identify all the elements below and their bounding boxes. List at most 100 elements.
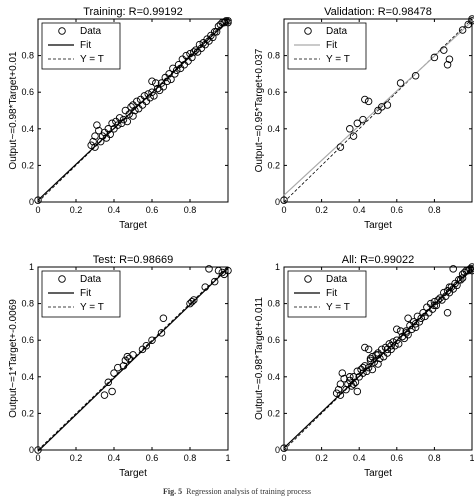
data-point [456, 276, 465, 284]
data-point [91, 143, 99, 151]
y-axis-label: Output~=1*Target+-0.0069 [8, 299, 19, 418]
legend-label-data: Data [326, 26, 348, 37]
data-point [142, 341, 151, 350]
data-point [404, 330, 412, 339]
data-point [361, 343, 369, 352]
data-point [171, 70, 179, 78]
data-point [148, 77, 156, 85]
data-point [430, 301, 439, 310]
x-tick-label: 0.6 [146, 205, 159, 215]
legend-label-fit: Fit [326, 40, 337, 51]
data-point [468, 15, 474, 23]
x-axis-label: Target [364, 468, 392, 479]
legend: Data Fit Y = T [287, 22, 367, 70]
y-tick-label: 0.6 [21, 335, 34, 345]
x-tick-label: 0.2 [315, 453, 328, 463]
data-point [96, 137, 105, 146]
data-point [460, 268, 469, 277]
data-point [119, 115, 128, 124]
caption-text: Regression analysis of training process [186, 487, 311, 496]
legend-box [41, 270, 121, 318]
chart-title: Validation: R=0.98478 [324, 6, 432, 18]
data-point [332, 389, 341, 398]
x-tick-label: 0.6 [146, 453, 159, 463]
x-tick-label: 0.4 [353, 205, 366, 215]
data-point [443, 61, 452, 69]
data-point [159, 82, 168, 91]
data-point [152, 79, 160, 87]
chart-title: Training: R=0.99192 [83, 6, 183, 18]
figure-caption: Fig. 5 Regression analysis of training pr… [0, 487, 474, 496]
x-tick-label: 0.4 [108, 453, 121, 463]
x-tick-label: 0.6 [391, 453, 404, 463]
data-point [432, 301, 441, 310]
data-point [148, 88, 156, 96]
data-point [98, 132, 107, 140]
data-point [115, 114, 124, 122]
data-point [396, 327, 405, 335]
x-tick-label: 0.2 [70, 205, 83, 215]
data-point [336, 391, 345, 399]
data-point [125, 110, 133, 118]
data-point [340, 374, 348, 383]
chart-all: 0 0.2 0.4 0.6 0.8 1 0 0.2 0.4 0.6 0.8 1 All: R=0.990… [254, 254, 474, 479]
data-point [91, 132, 99, 140]
data-point [468, 266, 474, 275]
data-point [190, 48, 198, 56]
data-point [455, 276, 463, 284]
data-point [409, 318, 418, 326]
data-point [362, 367, 371, 376]
data-point [190, 296, 198, 304]
data-point [344, 380, 352, 388]
data-point [468, 265, 474, 273]
data-point [411, 323, 420, 332]
data-point [121, 356, 130, 365]
data-point [169, 64, 177, 73]
data-point [468, 263, 474, 271]
data-point [349, 132, 358, 140]
data-point [364, 345, 373, 354]
data-point [387, 341, 395, 350]
data-point [378, 103, 386, 111]
data-point [123, 117, 132, 126]
x-tick-label: 0 [35, 453, 40, 463]
data-point [150, 92, 158, 100]
data-point [129, 112, 137, 120]
legend: Data Fit Y = T [287, 270, 367, 318]
data-point [361, 362, 369, 370]
data-point [394, 340, 403, 348]
x-tick-label: 0.8 [428, 453, 441, 463]
legend: Data Fit Y = T [41, 270, 121, 318]
legend-marker-data [304, 275, 312, 283]
y-tick-label: 0.2 [267, 408, 280, 418]
data-point [443, 309, 452, 317]
y-tick-label: 0.4 [21, 372, 34, 382]
data-point [224, 18, 232, 27]
chart-validation: 0 0.2 0.4 0.6 0.8 0 0.2 0.4 0.6 0.8 Validation: R=… [254, 6, 474, 231]
data-point [110, 369, 118, 377]
data-point [186, 50, 194, 58]
data-point [458, 274, 467, 282]
identity-line [283, 18, 473, 203]
data-point [353, 387, 362, 396]
x-axis-label: Target [119, 468, 147, 479]
legend-box [41, 22, 121, 70]
data-point [413, 312, 422, 321]
legend-label-data: Data [80, 26, 102, 37]
y-tick-label: 0.6 [267, 87, 280, 97]
data-point [34, 196, 42, 204]
data-point [209, 33, 217, 42]
data-point [104, 378, 113, 387]
data-point [361, 95, 369, 104]
data-point [214, 266, 223, 275]
data-point [383, 101, 392, 109]
x-tick-label: 0.6 [391, 205, 404, 215]
y-tick-label: 0.4 [267, 124, 280, 134]
data-point [374, 360, 382, 368]
data-point [129, 351, 137, 359]
data-point [351, 378, 360, 387]
caption-label: Fig. 5 [163, 487, 183, 496]
legend-label-fit: Fit [80, 40, 91, 51]
legend-label-fit: Fit [326, 288, 337, 299]
data-point [280, 196, 288, 204]
